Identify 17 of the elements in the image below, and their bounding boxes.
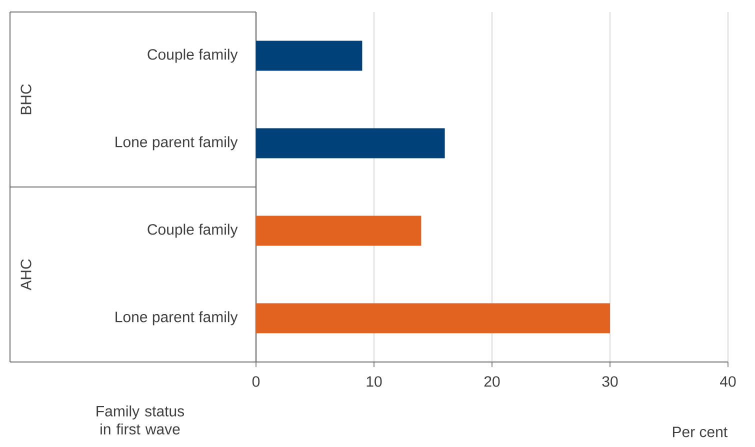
x-tick-label: 10 <box>366 376 382 387</box>
x-axis-title: Per cent <box>672 426 728 438</box>
x-tick-label: 0 <box>252 376 260 387</box>
y-tick-label: Couple family <box>148 224 238 238</box>
bar <box>256 303 610 334</box>
y-tick-label: Lone parent family <box>116 136 238 150</box>
x-tick-label: 30 <box>602 376 618 387</box>
text: AHC <box>20 259 32 290</box>
bar <box>256 216 422 246</box>
y-tick-label: Lone parent family <box>116 311 238 326</box>
text: BHC <box>20 84 32 114</box>
x-tick-label: 40 <box>720 376 736 387</box>
y-axis-title: Family status in first wave <box>96 405 184 434</box>
y-tick-label: Couple family <box>148 48 238 63</box>
bar <box>256 40 362 71</box>
x-tick-label: 20 <box>484 376 500 387</box>
bar <box>256 128 445 158</box>
